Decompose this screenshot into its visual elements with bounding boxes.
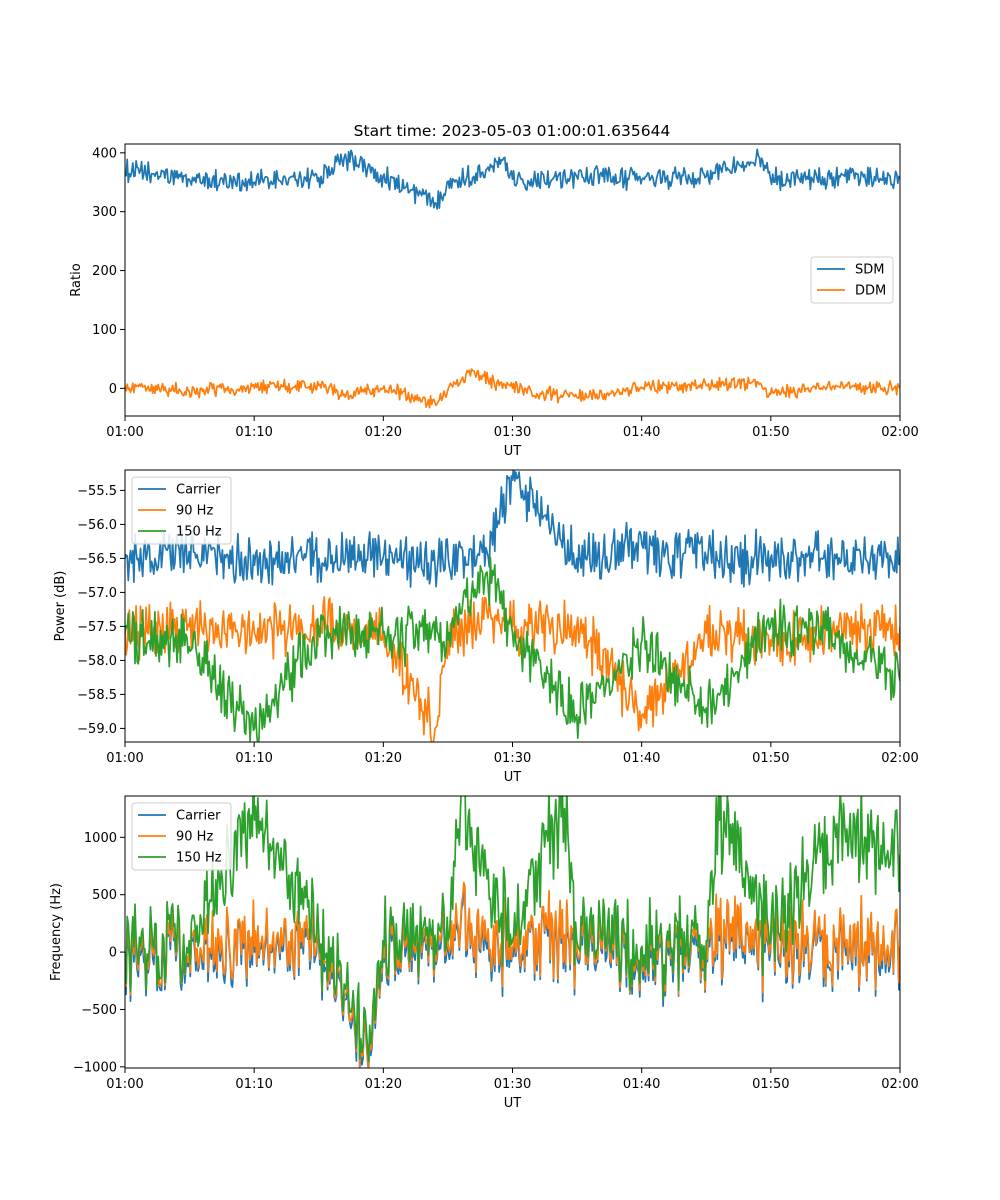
y-tick-label: 400 [92,146,117,161]
x-tick-label: 01:40 [623,1077,660,1092]
legend-entry: 90 Hz [176,830,213,845]
y-tick-label: 200 [92,264,117,279]
y-tick-label: −56.0 [77,518,117,533]
legend-entry: 150 Hz [176,851,222,866]
y-axis-label: Ratio [69,263,84,296]
y-tick-label: 0 [109,382,117,397]
legend-entry: Carrier [176,809,221,824]
x-axis-label: UT [504,444,522,459]
series-line-90-hz [125,596,900,742]
figure-title: Start time: 2023-05-03 01:00:01.635644 [354,122,671,140]
y-tick-label: 1000 [84,831,117,846]
x-tick-label: 01:50 [752,751,789,766]
x-tick-label: 01:20 [365,751,402,766]
y-tick-label: −57.0 [77,586,117,601]
legend: Carrier 90 Hz 150 Hz [131,802,232,871]
x-tick-label: 01:30 [494,425,531,440]
series-line-carrier [125,470,900,588]
x-tick-label: 01:50 [752,425,789,440]
legend-entry: Carrier [176,483,221,498]
x-tick-label: 01:50 [752,1077,789,1092]
legend-box [131,476,232,545]
legend: SDM DDM [810,256,894,304]
series-line-150-hz [125,556,900,742]
x-tick-label: 01:10 [235,1077,272,1092]
x-tick-label: 01:00 [106,1077,143,1092]
legend-entry: 150 Hz [176,525,222,540]
y-tick-label: 0 [109,946,117,961]
x-tick-label: 01:40 [623,425,660,440]
x-tick-label: 01:00 [106,425,143,440]
chart-panel-2: 01:00 01:10 01:20 01:30 01:40 01:50 02:00 −55.5… [53,469,919,785]
chart-panel-1: 01:00 01:10 01:20 01:30 01:40 01:50 02:00 0 100 2… [69,143,919,459]
x-tick-label: 01:10 [235,751,272,766]
series-line-ddm [125,368,900,409]
y-tick-label: 500 [92,888,117,903]
x-tick-label: 02:00 [881,425,918,440]
x-tick-label: 01:20 [365,1077,402,1092]
y-tick-label: 100 [92,323,117,338]
x-axis-label: UT [504,770,522,785]
y-tick-label: −59.0 [77,722,117,737]
legend-entry: 90 Hz [176,504,213,519]
series-line-150-hz [125,796,900,1063]
x-tick-label: 01:40 [623,751,660,766]
y-tick-label: −58.0 [77,654,117,669]
y-axis-label: Power (dB) [53,571,68,642]
y-tick-label: −500 [81,1003,117,1018]
y-tick-label: −58.5 [77,688,117,703]
y-tick-label: −56.5 [77,552,117,567]
y-tick-label: −55.5 [77,484,117,499]
y-tick-label: −57.5 [77,620,117,635]
legend-entry: DDM [855,284,886,299]
chart-panel-3: 01:00 01:10 01:20 01:30 01:40 01:50 02:00 1000 5… [49,795,919,1111]
x-tick-label: 02:00 [881,1077,918,1092]
legend-box [131,802,232,871]
y-tick-label: −1000 [73,1060,117,1075]
y-tick-label: 300 [92,205,117,220]
x-tick-label: 01:30 [494,1077,531,1092]
x-tick-label: 01:00 [106,751,143,766]
x-tick-label: 01:30 [494,751,531,766]
x-tick-label: 01:20 [365,425,402,440]
x-axis-label: UT [504,1096,522,1111]
legend-entry: SDM [855,263,884,278]
x-tick-label: 01:10 [235,425,272,440]
y-axis-label: Frequency (Hz) [49,883,64,981]
x-tick-label: 02:00 [881,751,918,766]
series-line-sdm [125,148,900,210]
legend: Carrier 90 Hz 150 Hz [131,476,232,545]
